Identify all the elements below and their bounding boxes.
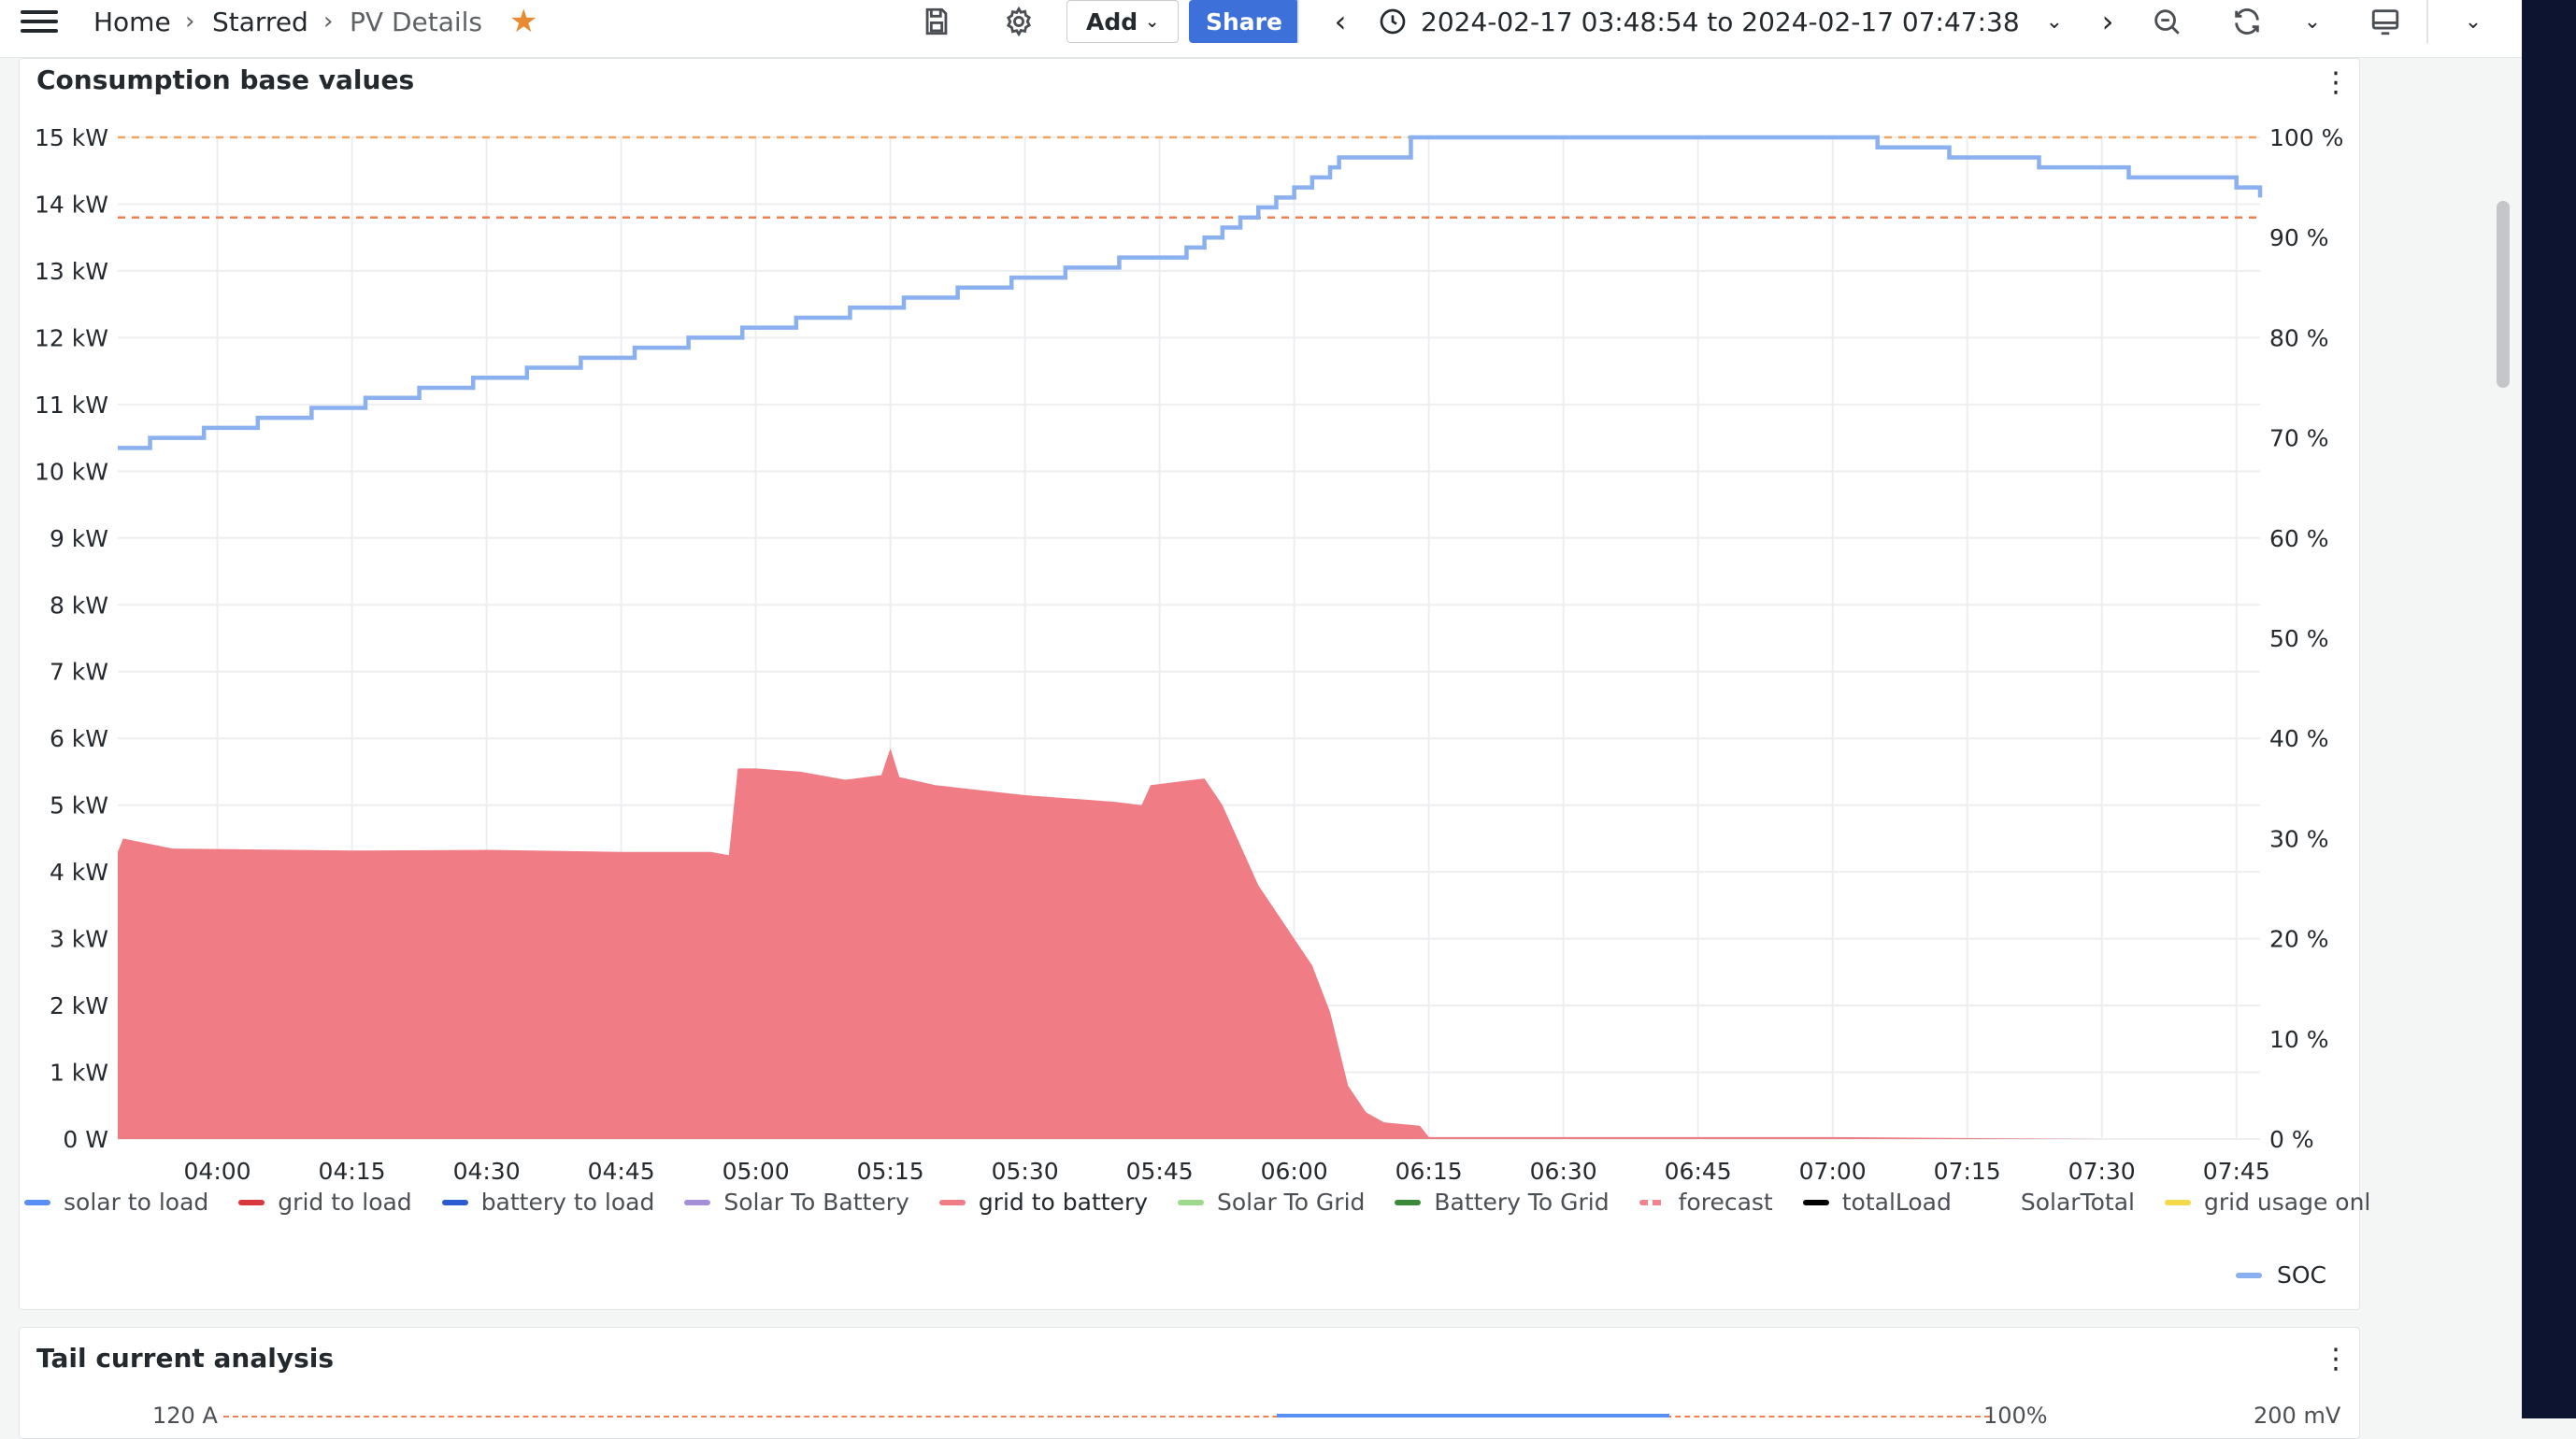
y-tick-right: 100% — [1983, 1403, 2048, 1429]
desktop-background — [2522, 0, 2576, 1418]
legend-item[interactable]: forecast — [1639, 1189, 1773, 1216]
chart-legend: solar to load grid to load battery to load… — [24, 1189, 2370, 1216]
add-label: Add — [1086, 7, 1138, 36]
menu-icon[interactable] — [21, 0, 62, 43]
top-navbar: Home › Starred › PV Details ★ Add ⌄ Shar… — [0, 0, 2522, 58]
chevron-down-icon: ⌄ — [2045, 9, 2064, 34]
legend-swatch — [938, 1199, 966, 1205]
legend-item[interactable]: Battery To Grid — [1395, 1189, 1610, 1216]
breadcrumb-starred[interactable]: Starred — [212, 6, 308, 37]
refresh-icon[interactable] — [2223, 0, 2271, 43]
legend-item[interactable]: solar to load — [24, 1189, 208, 1216]
panel-menu-icon[interactable]: ⋮ — [2322, 1342, 2350, 1375]
toolbar-divider — [1297, 0, 1299, 43]
legend-label: forecast — [1678, 1189, 1773, 1216]
legend-label: grid to battery — [978, 1189, 1149, 1216]
legend-swatch — [441, 1199, 468, 1205]
legend-item[interactable]: totalLoad — [1802, 1189, 1952, 1216]
legend-label: totalLoad — [1841, 1189, 1952, 1216]
series-line — [1277, 1414, 1669, 1418]
legend-soc[interactable]: SOC — [2236, 1261, 2326, 1289]
clock-icon — [1380, 8, 1406, 35]
threshold-line — [223, 1416, 1990, 1418]
legend-label: Solar To Grid — [1217, 1189, 1366, 1216]
chevron-down-icon: ⌄ — [1145, 11, 1160, 32]
legend-label: SolarTotal — [2020, 1189, 2135, 1216]
tv-mode-icon[interactable] — [2361, 0, 2410, 43]
tail-current-panel: Tail current analysis ⋮ 120 A 100% 200 m… — [19, 1327, 2360, 1439]
legend-item[interactable]: SolarTotal — [1982, 1189, 2135, 1216]
legend-item[interactable]: Solar To Battery — [684, 1189, 909, 1216]
legend-swatch — [1639, 1199, 1666, 1205]
zoom-out-icon[interactable] — [2142, 0, 2191, 43]
toolbar-divider — [2426, 0, 2428, 43]
legend-swatch — [24, 1199, 50, 1205]
legend-swatch — [2236, 1272, 2262, 1278]
legend-swatch — [2164, 1199, 2191, 1205]
panel-title: Consumption base values — [36, 64, 415, 95]
star-icon[interactable]: ★ — [509, 3, 538, 40]
time-range-label: 2024-02-17 03:48:54 to 2024-02-17 07:47:… — [1421, 6, 2020, 37]
time-back-icon[interactable]: ‹ — [1334, 4, 1347, 39]
legend-swatch — [684, 1199, 711, 1205]
legend-swatch — [1395, 1199, 1422, 1205]
panel-menu-icon[interactable]: ⋮ — [2322, 65, 2350, 99]
y-tick-right: 200 mV — [2254, 1403, 2341, 1429]
save-icon[interactable] — [912, 0, 961, 43]
chevron-right-icon: › — [185, 7, 195, 36]
legend-swatch — [1982, 1200, 2008, 1205]
time-range-picker[interactable]: 2024-02-17 03:48:54 to 2024-02-17 07:47:… — [1378, 0, 2063, 43]
time-forward-icon[interactable]: › — [2101, 4, 2114, 39]
legend-item[interactable]: grid to load — [238, 1189, 412, 1216]
collapse-chevron-icon[interactable]: ⌄ — [2464, 9, 2483, 34]
legend-swatch — [1802, 1199, 1829, 1205]
legend-label: grid usage onl — [2203, 1189, 2371, 1216]
y-tick-left: 120 A — [152, 1403, 218, 1429]
legend-swatch — [238, 1199, 265, 1205]
breadcrumb-current: PV Details — [350, 6, 483, 37]
legend-swatch — [1178, 1199, 1205, 1205]
chevron-down-icon[interactable]: ⌄ — [2303, 9, 2322, 34]
share-button[interactable]: Share — [1189, 0, 1299, 43]
legend-item[interactable]: grid usage onl — [2164, 1189, 2371, 1216]
legend-label: grid to load — [278, 1189, 412, 1216]
consumption-panel: Consumption base values ⋮ — [19, 58, 2360, 1310]
legend-item[interactable]: Solar To Grid — [1178, 1189, 1365, 1216]
legend-label: SOC — [2277, 1261, 2327, 1289]
breadcrumb-home[interactable]: Home — [93, 6, 171, 37]
legend-label: Solar To Battery — [723, 1189, 909, 1216]
panel-title: Tail current analysis — [36, 1343, 335, 1374]
legend-label: solar to load — [64, 1189, 209, 1216]
legend-item[interactable]: grid to battery — [938, 1189, 1149, 1216]
legend-item[interactable]: battery to load — [441, 1189, 655, 1216]
chevron-right-icon: › — [323, 7, 334, 36]
gear-icon[interactable] — [995, 0, 1043, 43]
page-scrollbar[interactable] — [2497, 201, 2510, 388]
legend-label: Battery To Grid — [1434, 1189, 1610, 1216]
legend-label: battery to load — [480, 1189, 655, 1216]
add-button[interactable]: Add ⌄ — [1066, 0, 1180, 43]
